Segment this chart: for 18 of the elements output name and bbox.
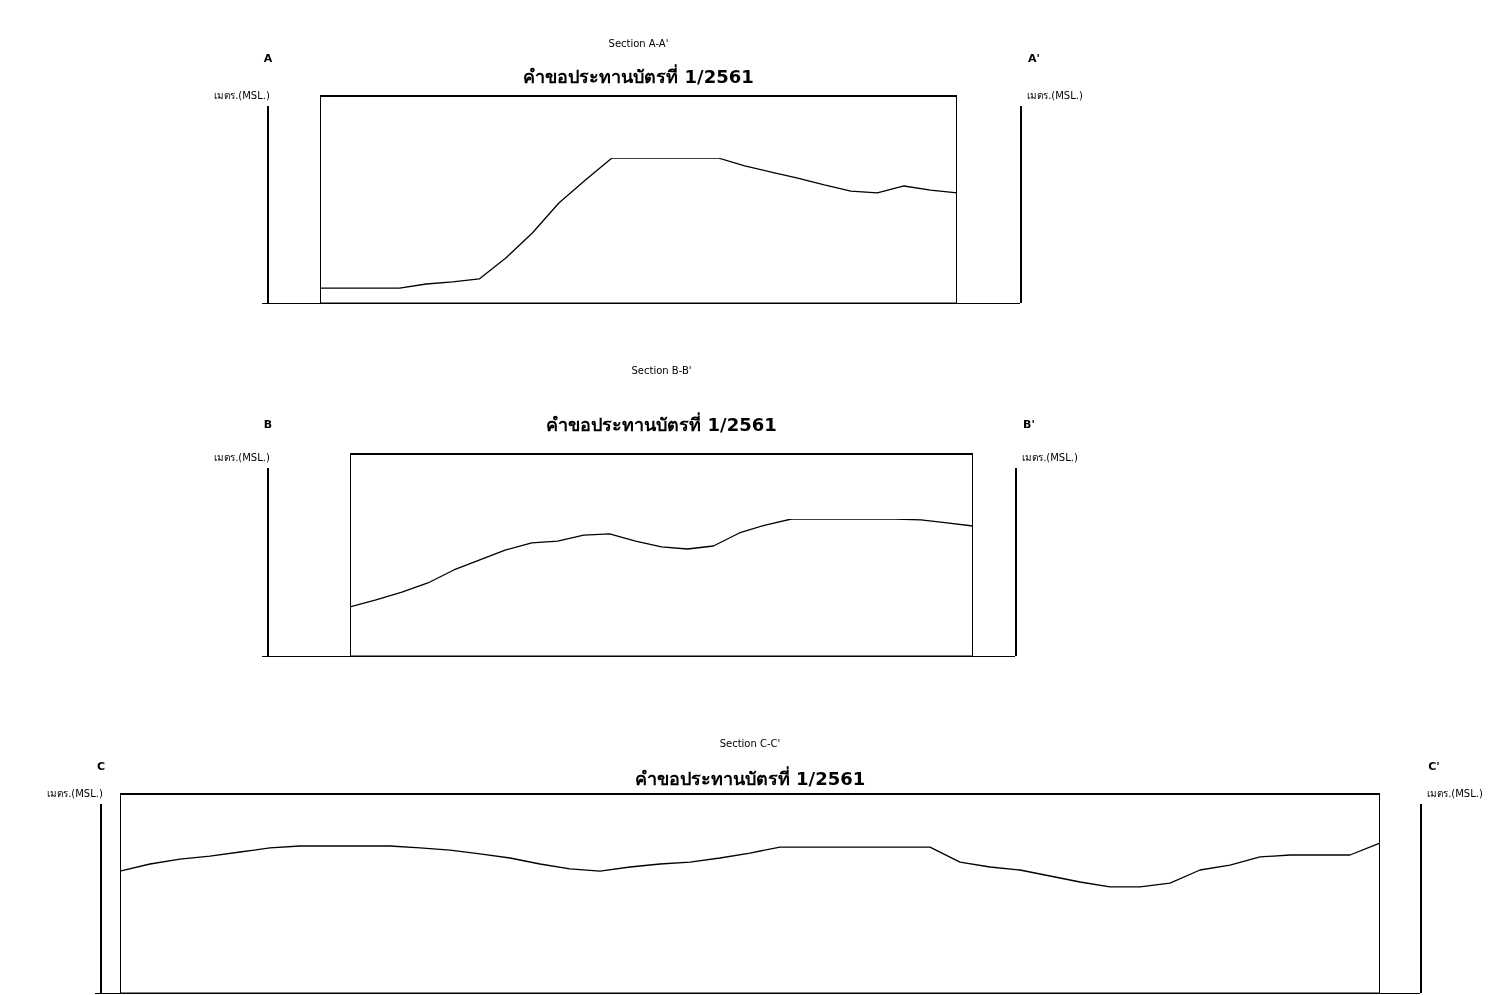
y2-axis-title: เมตร.(MSL.) (1426, 787, 1484, 801)
y-axis-title: เมตร.(MSL.) (213, 451, 271, 465)
chart-title: Section B-B' (630, 365, 693, 376)
y2-axis-title: เมตร.(MSL.) (1026, 89, 1084, 103)
text: A' (1027, 52, 1041, 65)
text: C (95, 760, 107, 773)
y-axis-title: เมตร.(MSL.) (46, 787, 104, 801)
chart-subtitle: คำขอประทานบัตรที่ 1/2561 (545, 411, 778, 437)
text: C' (1427, 760, 1441, 773)
y2-axis-title: เมตร.(MSL.) (1021, 451, 1079, 465)
text: B (262, 418, 274, 431)
chart-title: Section A-A' (607, 38, 670, 49)
y-axis-title: เมตร.(MSL.) (213, 89, 271, 103)
chart-subtitle: คำขอประทานบัตรที่ 1/2561 (633, 765, 867, 791)
chart-title: Section C-C' (718, 738, 782, 749)
text: B' (1022, 418, 1036, 431)
chart-subtitle: คำขอประทานบัตรที่ 1/2561 (522, 63, 755, 89)
text: A (262, 52, 274, 65)
